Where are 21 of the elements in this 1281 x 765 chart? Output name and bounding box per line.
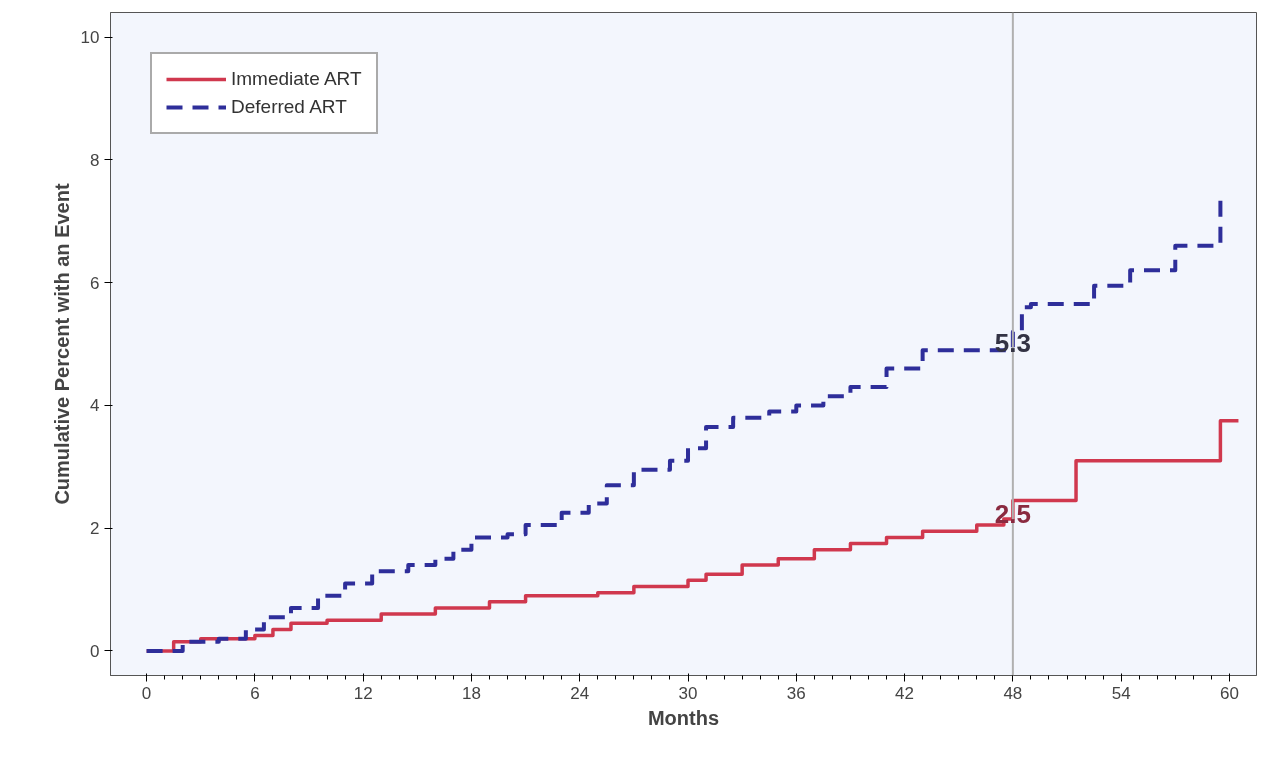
x-tick-label: 18: [461, 683, 481, 703]
y-tick-label: 2: [90, 519, 100, 539]
x-axis-title: Months: [647, 706, 720, 729]
x-tick-label: 24: [570, 683, 590, 703]
y-tick-label: 8: [90, 150, 100, 170]
x-tick-label: 6: [250, 683, 260, 703]
y-tick-label: 4: [90, 396, 100, 416]
x-tick-label: 54: [1111, 683, 1131, 703]
x-tick-label: 0: [141, 683, 152, 703]
x-tick-label: 36: [786, 683, 806, 703]
x-tick-label: 30: [678, 683, 698, 703]
x-tick-label: 42: [895, 683, 915, 703]
legend-label: Immediate ART: [231, 68, 362, 90]
x-tick-label: 12: [353, 683, 373, 703]
y-tick-label: 10: [80, 28, 100, 48]
y-axis-title: Cumulative Percent with an Event: [50, 183, 73, 505]
y-tick-label: 6: [90, 273, 100, 293]
x-tick-label: 60: [1219, 683, 1239, 703]
legend-label: Deferred ART: [231, 96, 347, 118]
x-tick-label: 48: [1003, 683, 1023, 703]
y-tick-label: 0: [90, 641, 100, 661]
